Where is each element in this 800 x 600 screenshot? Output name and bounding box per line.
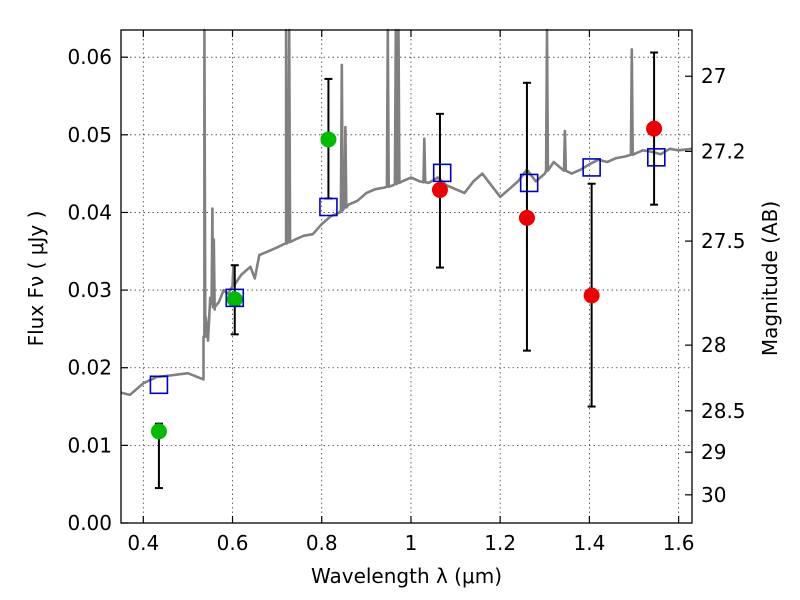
plot-frame: [120, 29, 693, 524]
model-square: [647, 148, 666, 167]
spectrum-line: [120, 28, 693, 397]
point-layer: [149, 120, 666, 440]
x-axis-title: Wavelength λ (μm): [311, 564, 502, 588]
y-axis-title: Flux Fν ( μJy ): [24, 211, 48, 347]
y2-tick-label: 27: [701, 64, 726, 88]
model-square: [225, 288, 245, 308]
y2-tick-label: 28: [701, 333, 726, 357]
model-square: [319, 197, 338, 217]
y-tick-label: 0.01: [67, 433, 112, 457]
x-tick-label: 1.2: [484, 531, 516, 555]
model-square: [519, 173, 539, 193]
y-tick-label: 0.06: [67, 45, 112, 69]
x-tick-label: 0.4: [127, 531, 159, 555]
red-data-point: [646, 120, 663, 137]
y2-tick-label: 30: [701, 483, 726, 507]
red-data-point: [431, 181, 448, 198]
x-tick-label: 1.6: [663, 531, 695, 555]
tick-layer: 0.4 0.6 0.8 1 1.2 1.4 1.6 0.00 0.01 0.02 0.03 0.04 0…: [67, 30, 746, 555]
x-tick-label: 1.4: [573, 531, 605, 555]
green-data-point: [150, 423, 167, 440]
y-tick-label: 0.04: [67, 200, 112, 224]
green-data-point: [320, 131, 337, 148]
y2-tick-label: 27.2: [701, 139, 746, 163]
red-data-point: [583, 287, 600, 304]
red-data-point: [518, 209, 535, 226]
y2-axis-title: Magnitude (AB): [758, 201, 782, 356]
x-tick-label: 0.6: [217, 531, 249, 555]
x-tick-label: 0.8: [306, 531, 338, 555]
y2-tick-label: 27.5: [701, 229, 746, 253]
y-tick-label: 0.02: [67, 356, 112, 380]
y-tick-label: 0.00: [67, 511, 112, 535]
green-data-point: [226, 291, 243, 308]
y2-tick-label: 29: [701, 440, 726, 464]
x-tick-label: 1: [405, 531, 418, 555]
y-tick-label: 0.05: [67, 123, 112, 147]
spectrum-layer: [120, 28, 693, 397]
y-tick-label: 0.03: [67, 278, 112, 302]
model-square: [149, 375, 169, 395]
errorbar-layer: [154, 51, 659, 490]
y2-tick-label: 28.5: [701, 399, 746, 423]
model-square: [582, 158, 601, 177]
grid-layer: [121, 30, 692, 524]
model-square: [432, 163, 452, 183]
